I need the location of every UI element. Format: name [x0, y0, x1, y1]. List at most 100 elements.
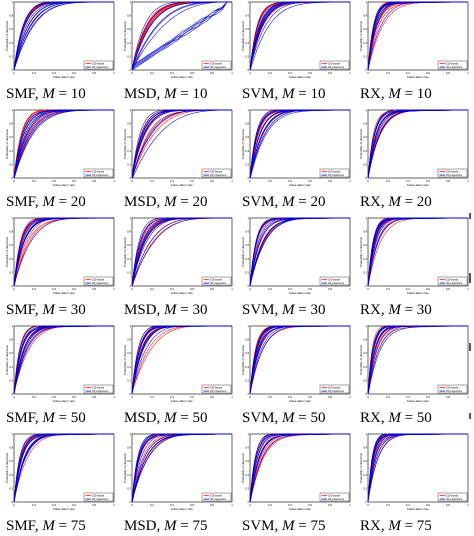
y-tick-label: 0.8 [9, 122, 13, 126]
y-tick-label: 0.8 [245, 446, 249, 450]
y-tick-label: 0.8 [363, 230, 367, 234]
legend-entry: 36 projections [446, 281, 463, 285]
series-line-36-projections [13, 217, 114, 285]
series-line-36-projections [249, 433, 351, 503]
y-axis-label: Probability of detection [5, 128, 9, 159]
y-tick-label: 0.6 [363, 243, 367, 247]
series-line-36-projections [132, 1, 233, 71]
y-axis-label: Probability of detection [359, 128, 363, 159]
x-tick-label: 1 [349, 503, 351, 507]
series-line-36-projections [131, 109, 232, 178]
legend-entry: 36 projections [328, 389, 345, 393]
x-tick-label: 0.2 [150, 503, 154, 507]
series-line-150-bands [249, 433, 350, 501]
series-line-36-projections [13, 217, 114, 286]
series-line-150-bands [131, 109, 232, 178]
legend-entry: 150 bands [328, 62, 341, 66]
legend-box [83, 168, 114, 178]
caption-method: MSD [124, 518, 157, 534]
series-line-36-projections [131, 325, 232, 394]
x-axis-label: False alarm rate [53, 75, 75, 79]
caption-symbol: M [388, 410, 401, 426]
caption-symbol: M [282, 194, 295, 210]
series-line-36-projections [13, 433, 114, 502]
caption-symbol: M [282, 302, 295, 318]
series-line-36-projections [249, 433, 350, 503]
y-tick-label: 0.6 [9, 243, 13, 247]
legend-entry: 36 projections [92, 389, 109, 393]
series-line-36-projections [131, 433, 232, 503]
caption-symbol: M [164, 410, 177, 426]
panel-caption: SVM, M = 30 [242, 300, 354, 320]
series-line-36-projections [249, 433, 351, 503]
series-line-36-projections [13, 433, 115, 503]
x-tick-label: 0.8 [210, 287, 214, 291]
series-line-36-projections [13, 433, 114, 502]
series-line-36-projections [367, 433, 468, 502]
y-tick-label: 0.4 [363, 149, 367, 153]
series-line-36-projections [250, 1, 351, 71]
y-tick-label: 0.8 [127, 230, 131, 234]
series-line-150-bands [13, 433, 115, 503]
caption-value: = 75 [294, 518, 326, 534]
y-axis-label: Probability of detection [123, 344, 127, 375]
series-line-36-projections [13, 325, 114, 394]
y-axis-label: Probability of detection [5, 236, 9, 267]
y-tick-label: 1 [11, 216, 13, 220]
series-line-36-projections [131, 325, 232, 393]
x-tick-label: 0.4 [288, 395, 292, 399]
legend-entry: 36 projections [210, 497, 227, 501]
x-tick-label: 0.2 [32, 503, 36, 507]
caption-value: = 30 [176, 302, 208, 318]
x-tick-label: 0 [131, 71, 133, 75]
panel-caption: RX, M = 10 [360, 84, 472, 104]
x-tick-label: 1 [467, 287, 469, 291]
y-tick-label: 0.8 [363, 446, 367, 450]
y-tick-label: 0 [11, 68, 13, 72]
x-tick-label: 0.6 [308, 179, 312, 183]
y-tick-label: 0.2 [9, 378, 13, 382]
x-tick-label: 0.6 [72, 287, 76, 291]
x-tick-label: 0 [249, 395, 251, 399]
y-tick-label: 0.2 [363, 486, 367, 490]
y-tick-label: 0.4 [245, 365, 249, 369]
series-line-36-projections [132, 109, 233, 179]
legend-entry: 150 bands [328, 278, 341, 282]
series-line-36-projections [367, 217, 468, 285]
caption-method: SMF [6, 194, 35, 210]
series-line-36-projections [367, 217, 468, 286]
series-line-36-projections [13, 325, 114, 394]
y-tick-label: 0 [11, 176, 13, 180]
series-line-36-projections [131, 109, 232, 177]
legend-box [319, 276, 350, 286]
x-tick-label: 0.8 [92, 179, 96, 183]
x-tick-label: 0 [249, 503, 251, 507]
x-axis-label: False alarm rate [171, 75, 193, 79]
series-line-36-projections [13, 1, 114, 71]
y-tick-label: 1 [247, 432, 249, 436]
x-tick-label: 0.2 [386, 395, 390, 399]
x-axis-label: False alarm rate [53, 507, 75, 511]
x-tick-label: 0.6 [308, 503, 312, 507]
series-line-36-projections [367, 109, 469, 179]
x-axis-label: False alarm rate [407, 399, 429, 403]
caption-symbol: M [42, 194, 55, 210]
series-line-150-bands [250, 433, 351, 503]
legend-entry: 36 projections [210, 281, 227, 285]
axes-box [13, 433, 115, 503]
legend-box [437, 384, 468, 394]
x-tick-label: 0.4 [170, 503, 174, 507]
caption-value: = 75 [176, 518, 208, 534]
x-tick-label: 1 [231, 179, 233, 183]
x-tick-label: 0 [131, 503, 133, 507]
caption-value: = 50 [400, 410, 432, 426]
x-tick-label: 0.8 [328, 503, 332, 507]
x-axis-label: False alarm rate [171, 399, 193, 403]
x-tick-label: 0.8 [446, 179, 450, 183]
x-tick-label: 0.2 [386, 503, 390, 507]
y-tick-label: 0 [247, 284, 249, 288]
